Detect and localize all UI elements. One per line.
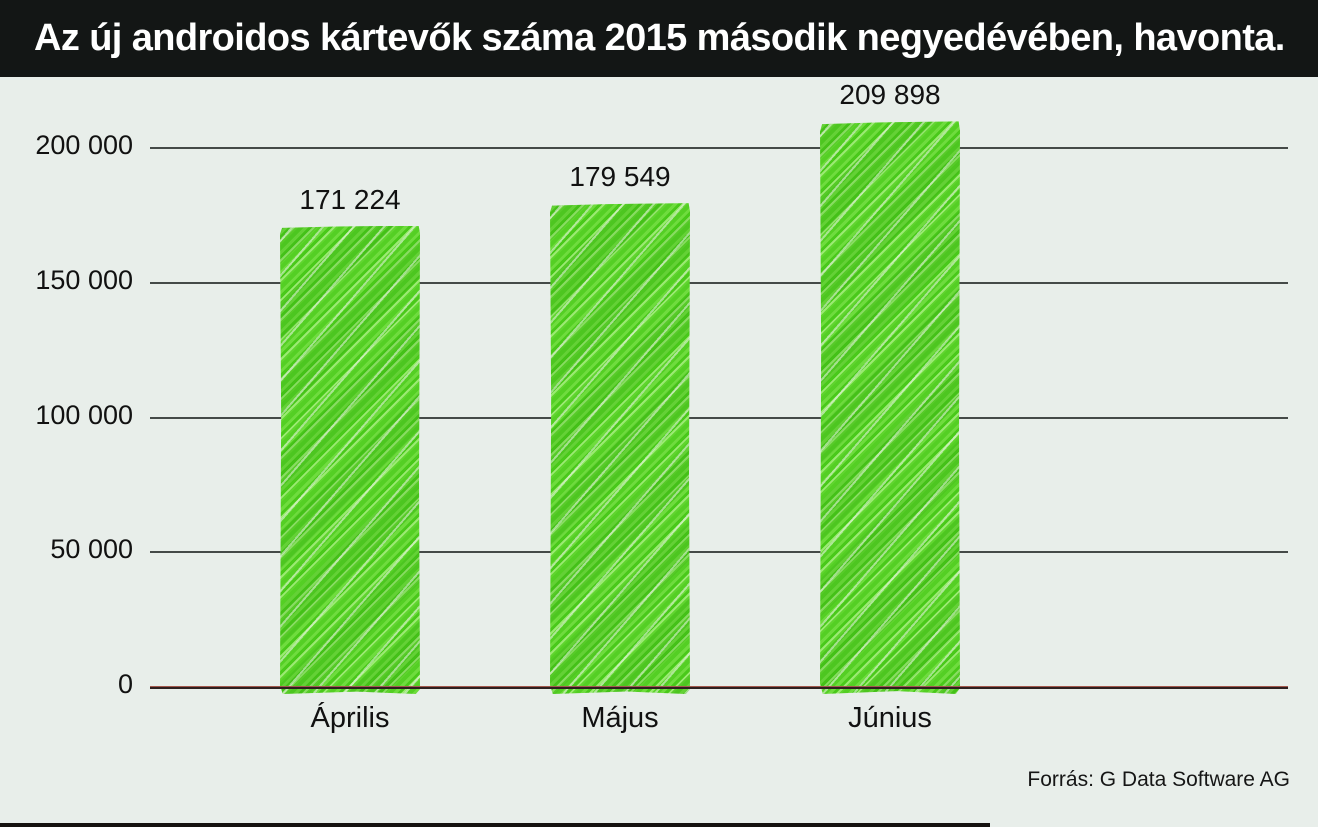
y-axis-tick-label: 200 000 bbox=[35, 130, 133, 160]
x-axis-label: Május bbox=[581, 702, 659, 734]
bar-majus bbox=[550, 203, 690, 694]
title-bar: Az új androidos kártevők száma 2015 máso… bbox=[0, 0, 1318, 77]
bar-aprilis bbox=[280, 225, 420, 694]
x-axis-label: Június bbox=[848, 702, 932, 734]
gridline-200000 bbox=[150, 147, 1288, 149]
y-axis-tick-label: 0 bbox=[117, 669, 133, 699]
chart-title: Az új androidos kártevők száma 2015 máso… bbox=[34, 17, 1285, 59]
x-axis-label: Április bbox=[310, 702, 390, 734]
bar-value-label: 179 549 bbox=[569, 161, 671, 193]
bar-value-label: 209 898 bbox=[839, 79, 941, 111]
bar-value-label: 171 224 bbox=[299, 183, 401, 215]
y-axis-tick-label: 150 000 bbox=[35, 264, 133, 295]
gridline-150000 bbox=[150, 281, 1288, 284]
gridline-100000 bbox=[150, 416, 1288, 419]
x-axis-baseline bbox=[150, 686, 1288, 689]
source-credit: Forrás: G Data Software AG bbox=[1027, 768, 1290, 791]
bar-junius bbox=[820, 121, 960, 694]
gridline-50000 bbox=[150, 551, 1288, 554]
y-axis-tick-label: 50 000 bbox=[50, 534, 133, 565]
bottom-bar bbox=[0, 823, 990, 827]
y-axis-tick-label: 100 000 bbox=[35, 399, 133, 430]
